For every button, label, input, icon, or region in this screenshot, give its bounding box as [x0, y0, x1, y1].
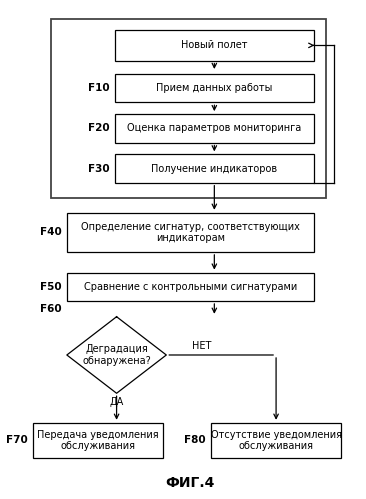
Text: F40: F40 — [40, 228, 62, 238]
Text: F70: F70 — [5, 435, 27, 446]
Text: Новый полет: Новый полет — [181, 40, 247, 50]
Bar — [51, 19, 326, 198]
FancyBboxPatch shape — [211, 423, 341, 458]
FancyBboxPatch shape — [33, 423, 163, 458]
Text: ФИГ.4: ФИГ.4 — [166, 476, 215, 490]
Text: Передача уведомления
обслуживания: Передача уведомления обслуживания — [37, 430, 158, 451]
Text: F50: F50 — [40, 282, 62, 292]
Text: Деградация
обнаружена?: Деградация обнаружена? — [82, 344, 151, 366]
Text: НЕТ: НЕТ — [192, 341, 212, 351]
Text: F80: F80 — [184, 435, 206, 446]
Text: F30: F30 — [88, 164, 110, 174]
Text: F60: F60 — [40, 304, 62, 314]
Text: F10: F10 — [88, 83, 110, 93]
Text: Определение сигнатур, соответствующих
индикаторам: Определение сигнатур, соответствующих ин… — [81, 222, 300, 243]
FancyBboxPatch shape — [115, 114, 314, 143]
FancyBboxPatch shape — [115, 74, 314, 102]
Text: F20: F20 — [88, 123, 110, 133]
FancyBboxPatch shape — [115, 154, 314, 183]
Text: ДА: ДА — [109, 397, 124, 407]
Text: Отсутствие уведомления
обслуживания: Отсутствие уведомления обслуживания — [210, 430, 341, 451]
FancyBboxPatch shape — [67, 272, 314, 301]
FancyBboxPatch shape — [115, 30, 314, 60]
Text: Оценка параметров мониторинга: Оценка параметров мониторинга — [127, 123, 302, 133]
Text: Сравнение с контрольными сигнатурами: Сравнение с контрольными сигнатурами — [84, 282, 297, 292]
Text: Прием данных работы: Прием данных работы — [156, 83, 273, 93]
FancyBboxPatch shape — [67, 213, 314, 252]
Text: Получение индикаторов: Получение индикаторов — [151, 164, 277, 174]
